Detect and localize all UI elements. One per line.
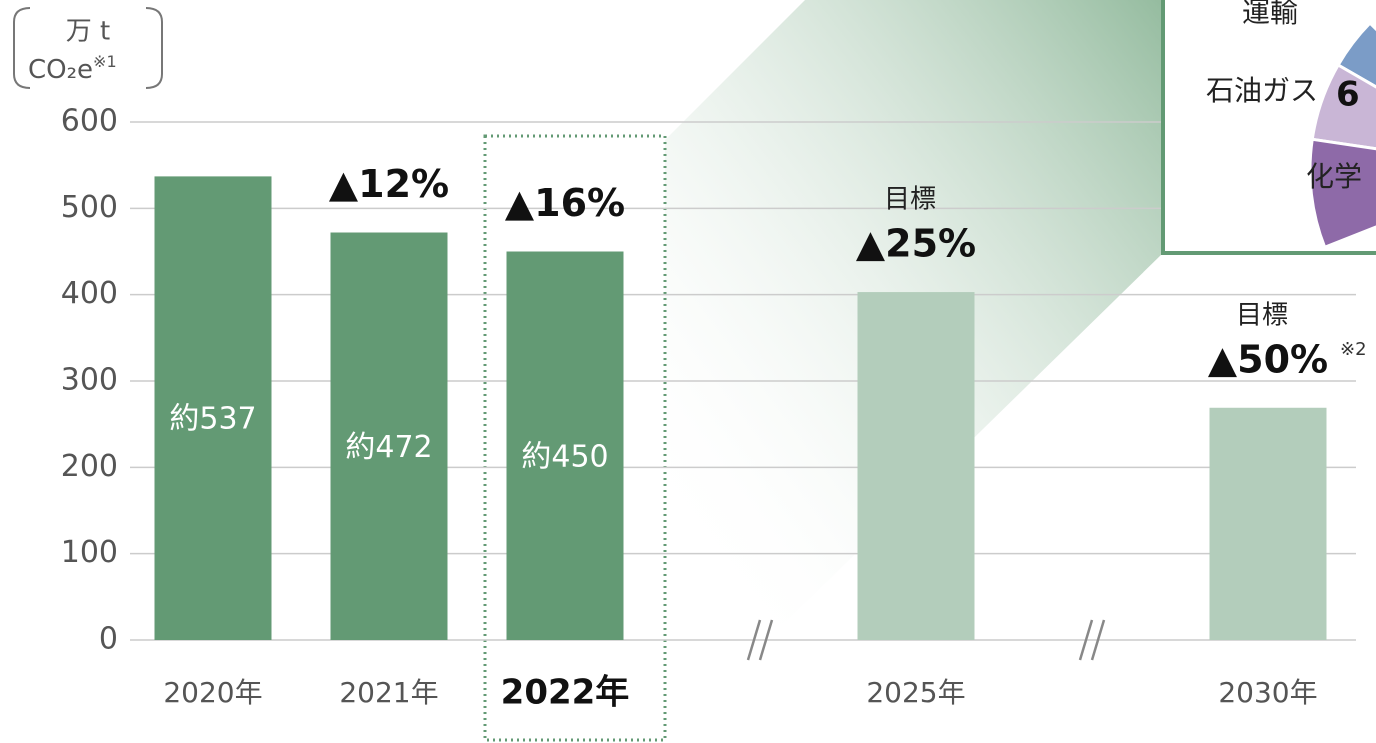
value-label: 約450: [521, 439, 608, 474]
highlight-box: [483, 134, 667, 742]
break-line: [1078, 619, 1094, 661]
change-label: ▲50%: [1208, 337, 1328, 381]
plot: 0 100 200 300 400 500 600 2020年 約537 2021年 約472 ▲12…: [61, 104, 1367, 713]
bracket: [13, 7, 31, 89]
break-line: [758, 619, 774, 661]
break-line: [1090, 619, 1106, 661]
target-label: 目標: [1236, 300, 1288, 330]
bar: [857, 292, 975, 640]
change-label: ▲12%: [329, 162, 449, 206]
y-axis-unit-text: CO₂e: [28, 55, 93, 85]
y-axis-label: 万 t: [66, 17, 110, 47]
bracket: [145, 7, 163, 89]
change-label: ▲25%: [856, 222, 976, 266]
bar: [506, 251, 624, 640]
y-tick-label: 300: [61, 363, 118, 398]
pie-value-label: 4%: [1322, 0, 1370, 29]
x-tick-label: 2020年: [163, 676, 262, 709]
pie-label: 化学: [1306, 160, 1362, 193]
bar: [154, 176, 272, 640]
bar: [1209, 407, 1327, 640]
y-tick-label: 500: [61, 190, 118, 225]
pie-label: 石油ガス: [1206, 74, 1318, 107]
target-label: 目標: [884, 185, 936, 215]
footnote-mark: ※2: [1340, 339, 1367, 360]
axis-break: [746, 619, 1106, 661]
y-tick-label: 600: [61, 104, 118, 139]
y-axis-note: ※1: [93, 52, 117, 71]
pie-label: 運輸: [1242, 0, 1298, 29]
y-tick-label: 400: [61, 276, 118, 311]
value-label: 約537: [169, 402, 256, 437]
x-tick-label: 2022年: [501, 673, 630, 713]
y-tick-label: 100: [61, 535, 118, 570]
y-tick-label: 200: [61, 449, 118, 484]
x-tick-label: 2025年: [866, 676, 965, 709]
pie-value-label: 6: [1336, 75, 1360, 115]
y-tick-label: 0: [99, 622, 118, 657]
value-label: 約472: [345, 430, 432, 465]
break-line: [746, 619, 762, 661]
x-tick-label: 2021年: [339, 676, 438, 709]
change-label: ▲16%: [505, 181, 625, 225]
bar: [330, 232, 448, 641]
y-axis-unit: CO₂e※1: [28, 52, 117, 85]
pie-slice: [1308, 137, 1376, 250]
x-tick-label: 2030年: [1218, 676, 1317, 709]
